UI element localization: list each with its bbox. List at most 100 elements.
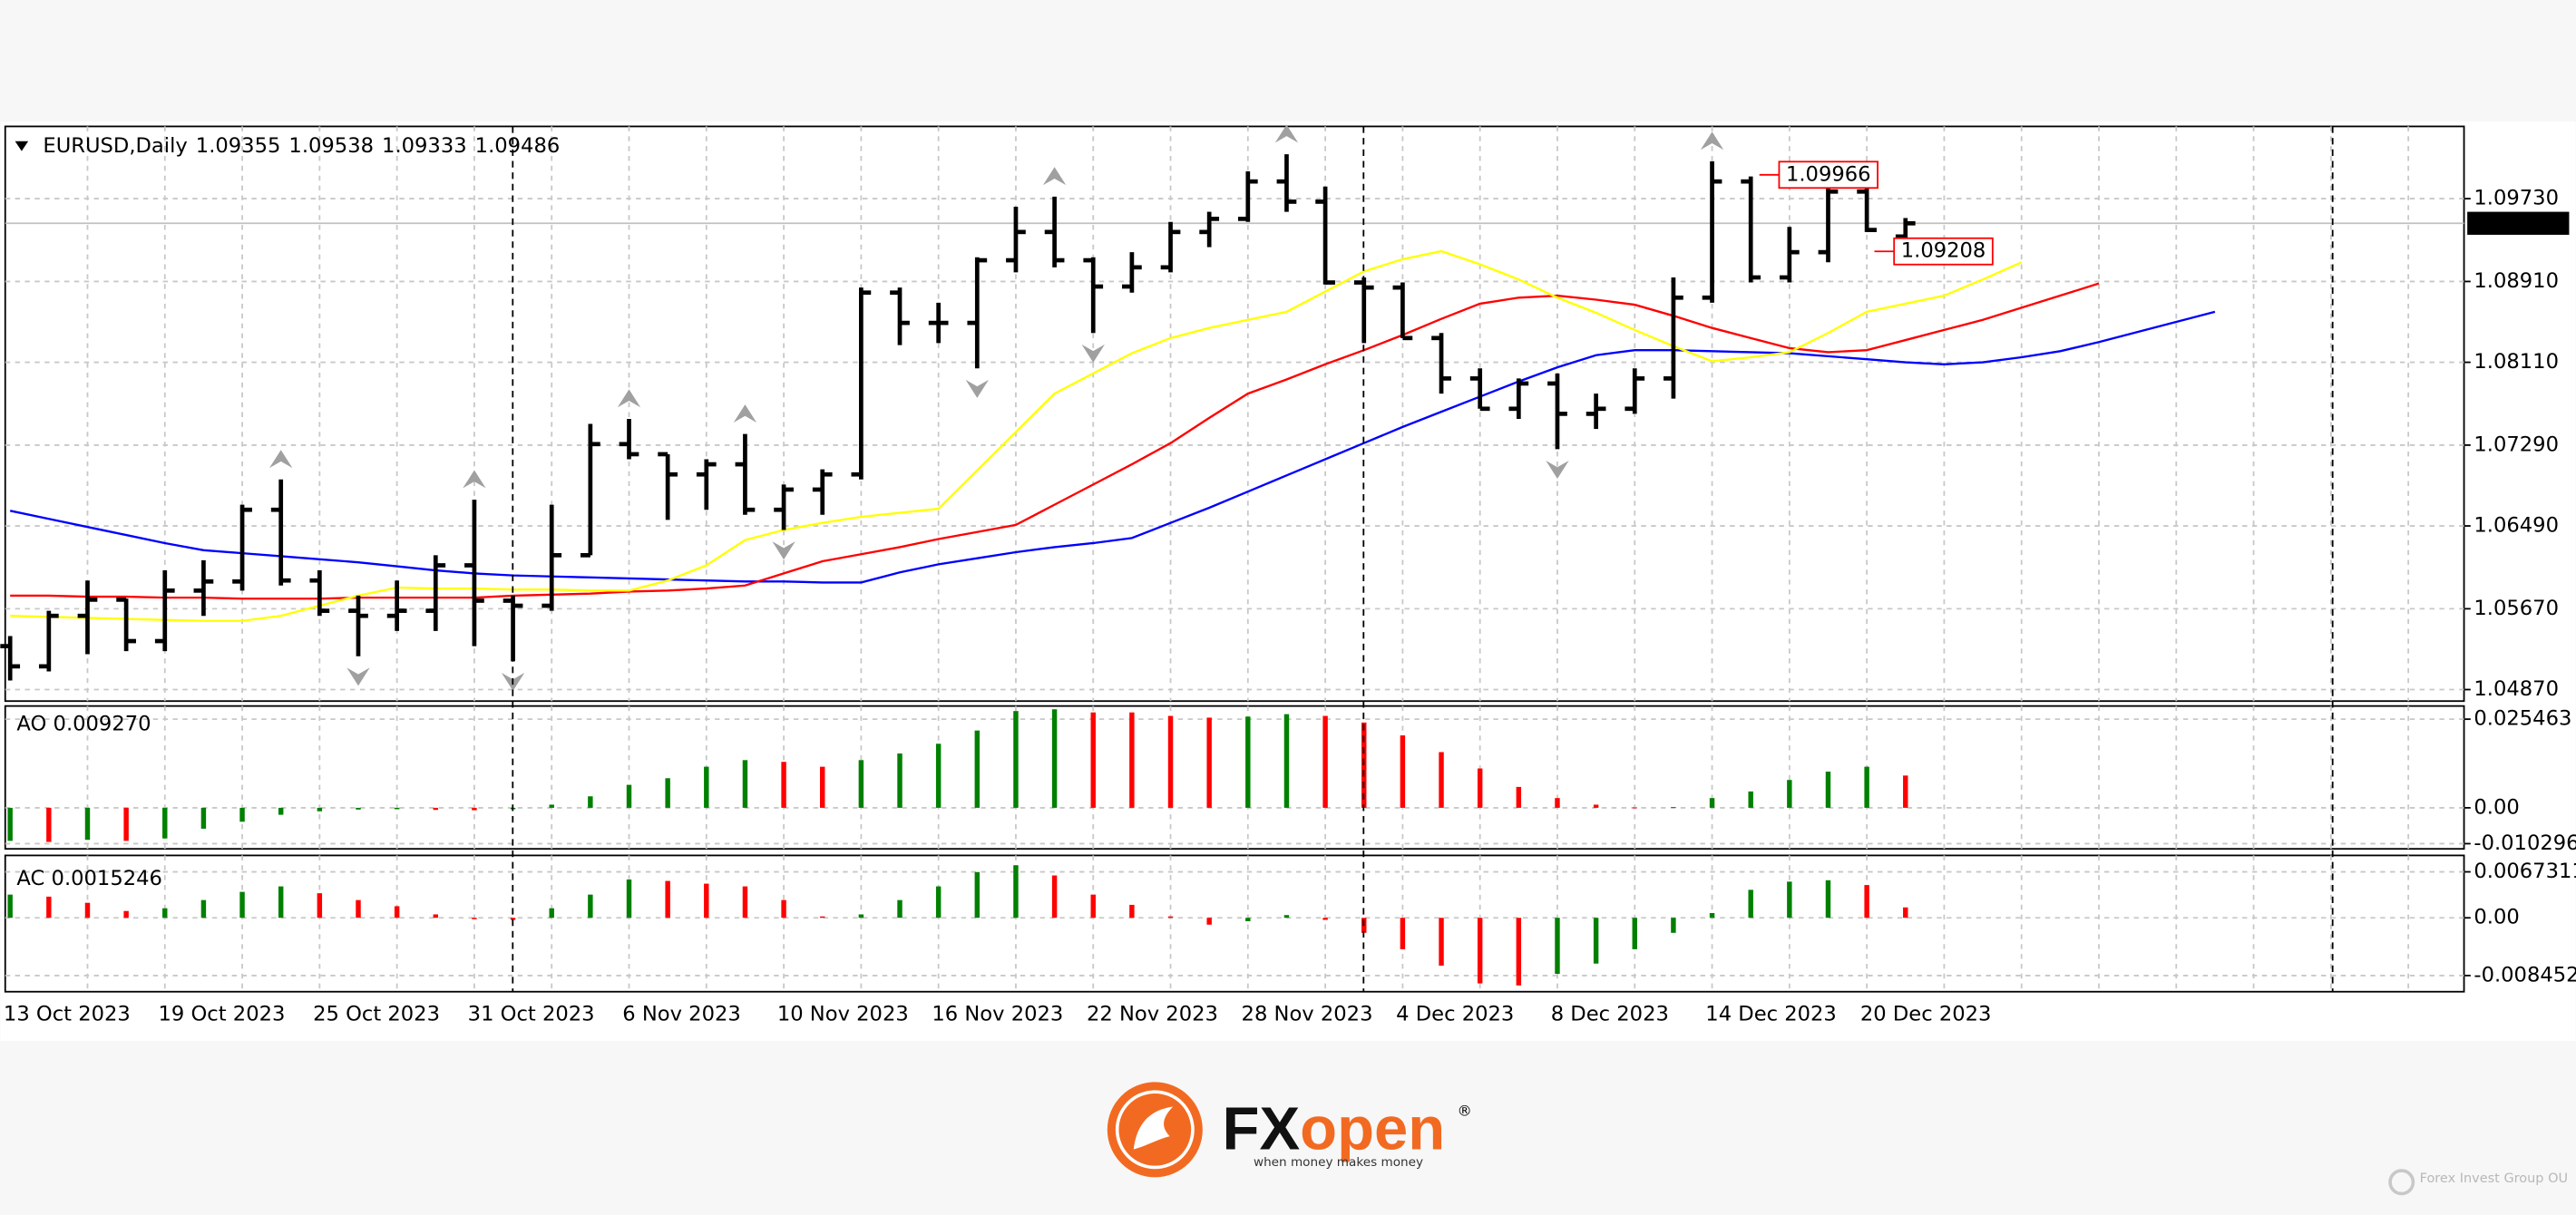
histogram-bar	[1129, 904, 1135, 919]
y-tick-label: 1.08910	[2474, 269, 2559, 293]
histogram-bar	[588, 894, 593, 919]
price-label: 1.09208	[1901, 239, 1986, 263]
histogram-bar	[1632, 807, 1637, 809]
x-tick-label: 13 Oct 2023	[4, 1003, 131, 1026]
histogram-bar	[820, 916, 825, 919]
ao-label: AO	[16, 712, 46, 735]
header-low: 1.09333	[382, 134, 467, 158]
fractal-down	[1546, 461, 1569, 479]
histogram-bar	[858, 760, 864, 808]
header-close: 1.09486	[475, 134, 561, 158]
header-open: 1.09355	[196, 134, 281, 158]
histogram-bar	[897, 899, 903, 919]
histogram-bar	[935, 886, 942, 919]
histogram-bar	[1516, 786, 1522, 808]
histogram-bar	[1787, 780, 1792, 808]
y-tick-label: 0.0067311	[2474, 860, 2576, 883]
ac-label: AC	[16, 866, 44, 889]
x-tick-label: 31 Oct 2023	[468, 1003, 595, 1026]
histogram-bar	[1090, 712, 1096, 808]
histogram-bar	[742, 760, 748, 808]
histogram-bar	[84, 902, 91, 919]
histogram-bar	[472, 807, 477, 811]
histogram-bar	[278, 886, 284, 919]
registered: ®	[1458, 1102, 1472, 1119]
histogram-bar	[1825, 880, 1831, 919]
histogram-bar	[394, 807, 400, 810]
histogram-bar	[239, 891, 245, 919]
histogram-bar	[1593, 804, 1599, 808]
fractal-down	[772, 541, 795, 560]
histogram-bar	[1555, 798, 1560, 808]
fractal-down	[346, 667, 370, 686]
histogram-bar	[1477, 918, 1483, 984]
histogram-bar	[549, 908, 554, 919]
histogram-bar	[356, 807, 361, 810]
histogram-bar	[1167, 715, 1174, 808]
y-tick-label: 1.07290	[2474, 433, 2559, 456]
histogram-bar	[1283, 714, 1290, 808]
fractal-down	[1081, 344, 1105, 363]
histogram-bar	[433, 807, 438, 811]
histogram-bar	[1322, 918, 1328, 920]
histogram-bar	[84, 807, 91, 841]
x-tick-label: 14 Dec 2023	[1705, 1003, 1837, 1026]
histogram-bar	[1903, 907, 1908, 919]
current-price-box	[2467, 211, 2570, 235]
histogram-bar	[1748, 791, 1753, 808]
symbol: EURUSD,Daily	[43, 134, 187, 158]
histogram-bar	[317, 893, 323, 919]
histogram-bar	[472, 918, 477, 919]
histogram-bar	[626, 784, 632, 808]
footer-logo: FXopen ® when money makes money	[1107, 1082, 1472, 1178]
histogram-bar	[1245, 716, 1251, 808]
fractal-up	[617, 389, 641, 408]
watermark-icon	[2388, 1169, 2415, 1196]
histogram-bar	[1477, 768, 1483, 808]
histogram-bar	[1864, 766, 1869, 808]
histogram-bar	[510, 918, 516, 920]
histogram-bar	[356, 899, 361, 919]
histogram-bar	[1593, 918, 1599, 964]
histogram-bar	[394, 906, 400, 919]
x-tick-label: 4 Dec 2023	[1396, 1003, 1514, 1026]
x-tick-label: 25 Oct 2023	[313, 1003, 440, 1026]
histogram-bar	[1322, 715, 1328, 808]
histogram-bar	[162, 807, 168, 839]
histogram-bar	[974, 871, 981, 919]
main-panel	[4, 125, 2465, 703]
histogram-bar	[123, 910, 129, 919]
histogram-bar	[1671, 807, 1676, 809]
histogram-bar	[1013, 711, 1019, 808]
histogram-bar	[820, 766, 825, 808]
y-tick-label: 0.00	[2474, 906, 2519, 929]
indicator-line	[9, 310, 2216, 584]
logo-dragon	[1133, 1106, 1174, 1150]
fractal-up	[1700, 131, 1724, 151]
x-tick-label: 22 Nov 2023	[1087, 1003, 1218, 1026]
y-tick-label: 0.00	[2474, 795, 2519, 819]
y-tick-label: 1.05670	[2474, 597, 2559, 620]
logo-ring	[1115, 1090, 1195, 1170]
price-label-box	[1893, 237, 1994, 266]
histogram-bar	[1555, 918, 1560, 975]
histogram-bar	[1748, 889, 1753, 919]
x-tick-label: 20 Dec 2023	[1860, 1003, 1992, 1026]
ac-header: AC 0.0015246	[16, 866, 161, 889]
histogram-bar	[897, 753, 903, 808]
ao-panel	[4, 705, 2465, 850]
histogram-bar	[1709, 912, 1715, 919]
histogram-bar	[7, 807, 13, 841]
histogram-bar	[781, 899, 786, 919]
histogram-bar	[1709, 798, 1715, 808]
dropdown-icon[interactable]	[15, 141, 29, 151]
ao-value: 0.009270	[54, 712, 151, 735]
histogram-bar	[317, 807, 323, 812]
y-tick-label: 1.08110	[2474, 350, 2559, 374]
current-price-label: 1.09486	[2474, 211, 2559, 235]
histogram-bar	[858, 914, 864, 919]
histogram-bar	[46, 896, 52, 919]
x-tick-label: 8 Dec 2023	[1551, 1003, 1669, 1026]
x-tick-label: 16 Nov 2023	[932, 1003, 1063, 1026]
